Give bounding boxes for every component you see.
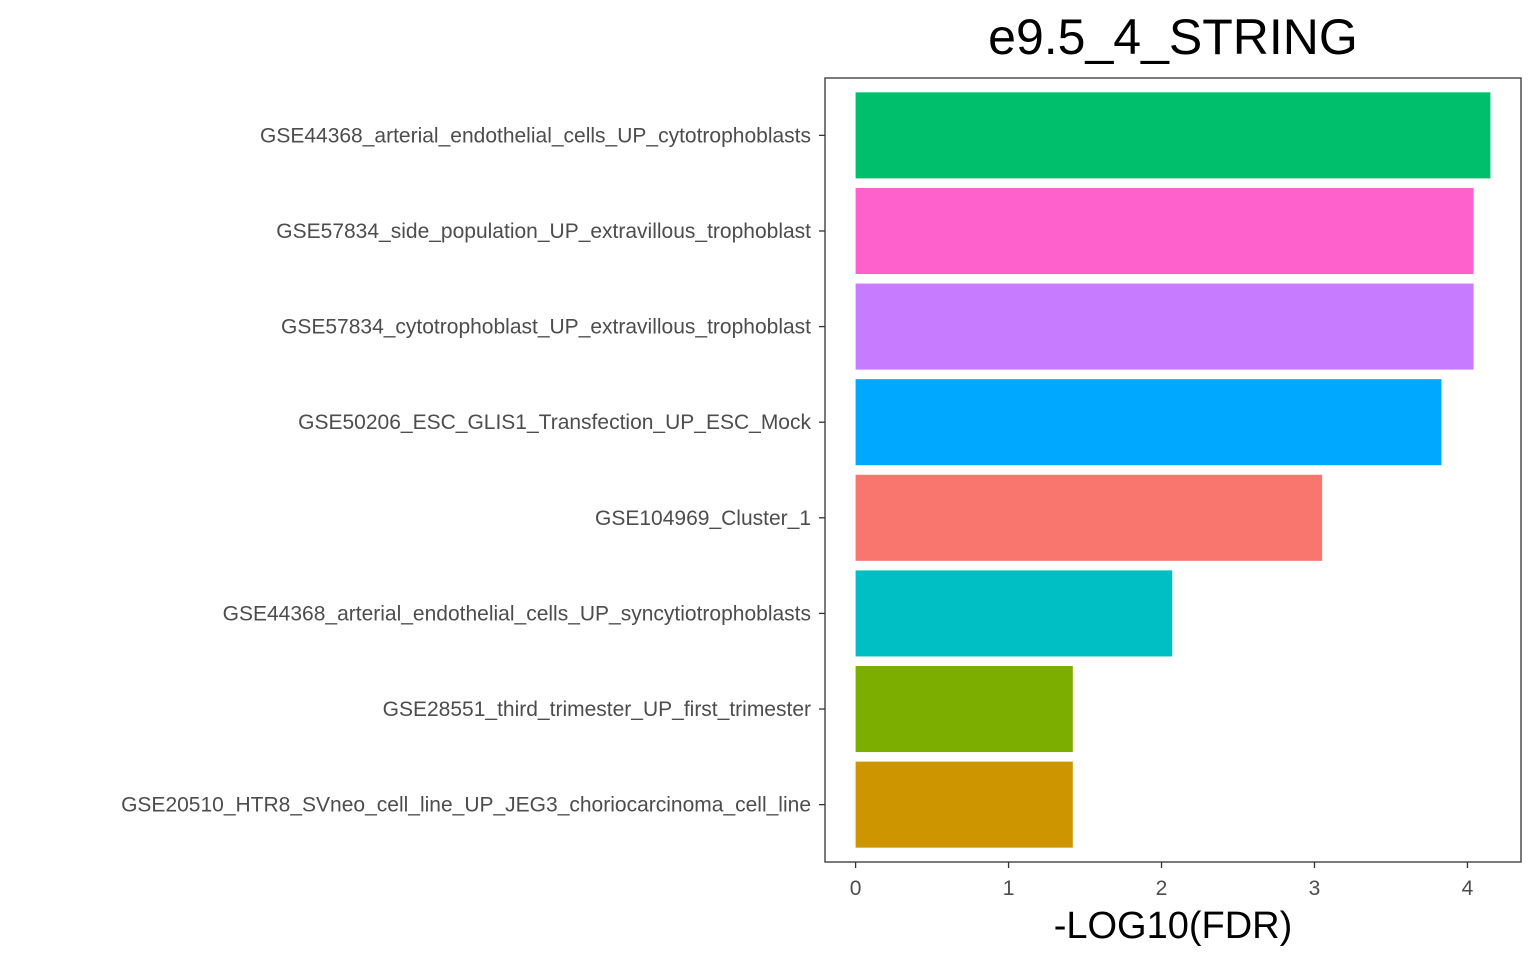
category-label-5: GSE104969_Cluster_1: [595, 507, 811, 530]
x-tick-label-0: 0: [850, 877, 862, 900]
x-tick-label-2: 2: [1156, 877, 1168, 900]
category-label-6: GSE44368_arterial_endothelial_cells_UP_s…: [223, 602, 811, 625]
x-tick-label-1: 1: [1003, 877, 1015, 900]
category-label-3: GSE57834_cytotrophoblast_UP_extravillous…: [281, 316, 811, 339]
bar-1: [855, 92, 1491, 179]
category-label-8: GSE20510_HTR8_SVneo_cell_line_UP_JEG3_ch…: [121, 794, 811, 817]
x-axis-label: -LOG10(FDR): [1054, 905, 1293, 947]
category-label-1: GSE44368_arterial_endothelial_cells_UP_c…: [260, 124, 811, 147]
category-label-7: GSE28551_third_trimester_UP_first_trimes…: [383, 698, 811, 721]
bars-layer: [855, 92, 1491, 848]
x-tick-label-4: 4: [1462, 877, 1474, 900]
chart-title: e9.5_4_STRING: [988, 9, 1358, 65]
bar-4: [855, 379, 1442, 466]
bar-2: [855, 187, 1474, 274]
y-axis: GSE44368_arterial_endothelial_cells_UP_c…: [121, 124, 825, 817]
bar-8: [855, 761, 1073, 848]
bar-3: [855, 283, 1474, 370]
x-tick-label-3: 3: [1309, 877, 1321, 900]
category-label-4: GSE50206_ESC_GLIS1_Transfection_UP_ESC_M…: [298, 411, 811, 434]
x-axis: 0 1 2 3 4: [850, 862, 1474, 900]
bar-5: [855, 474, 1323, 561]
plot-panel: [824, 77, 1522, 863]
category-label-2: GSE57834_side_population_UP_extravillous…: [276, 220, 811, 243]
bar-7: [855, 666, 1073, 753]
bar-6: [855, 570, 1173, 657]
